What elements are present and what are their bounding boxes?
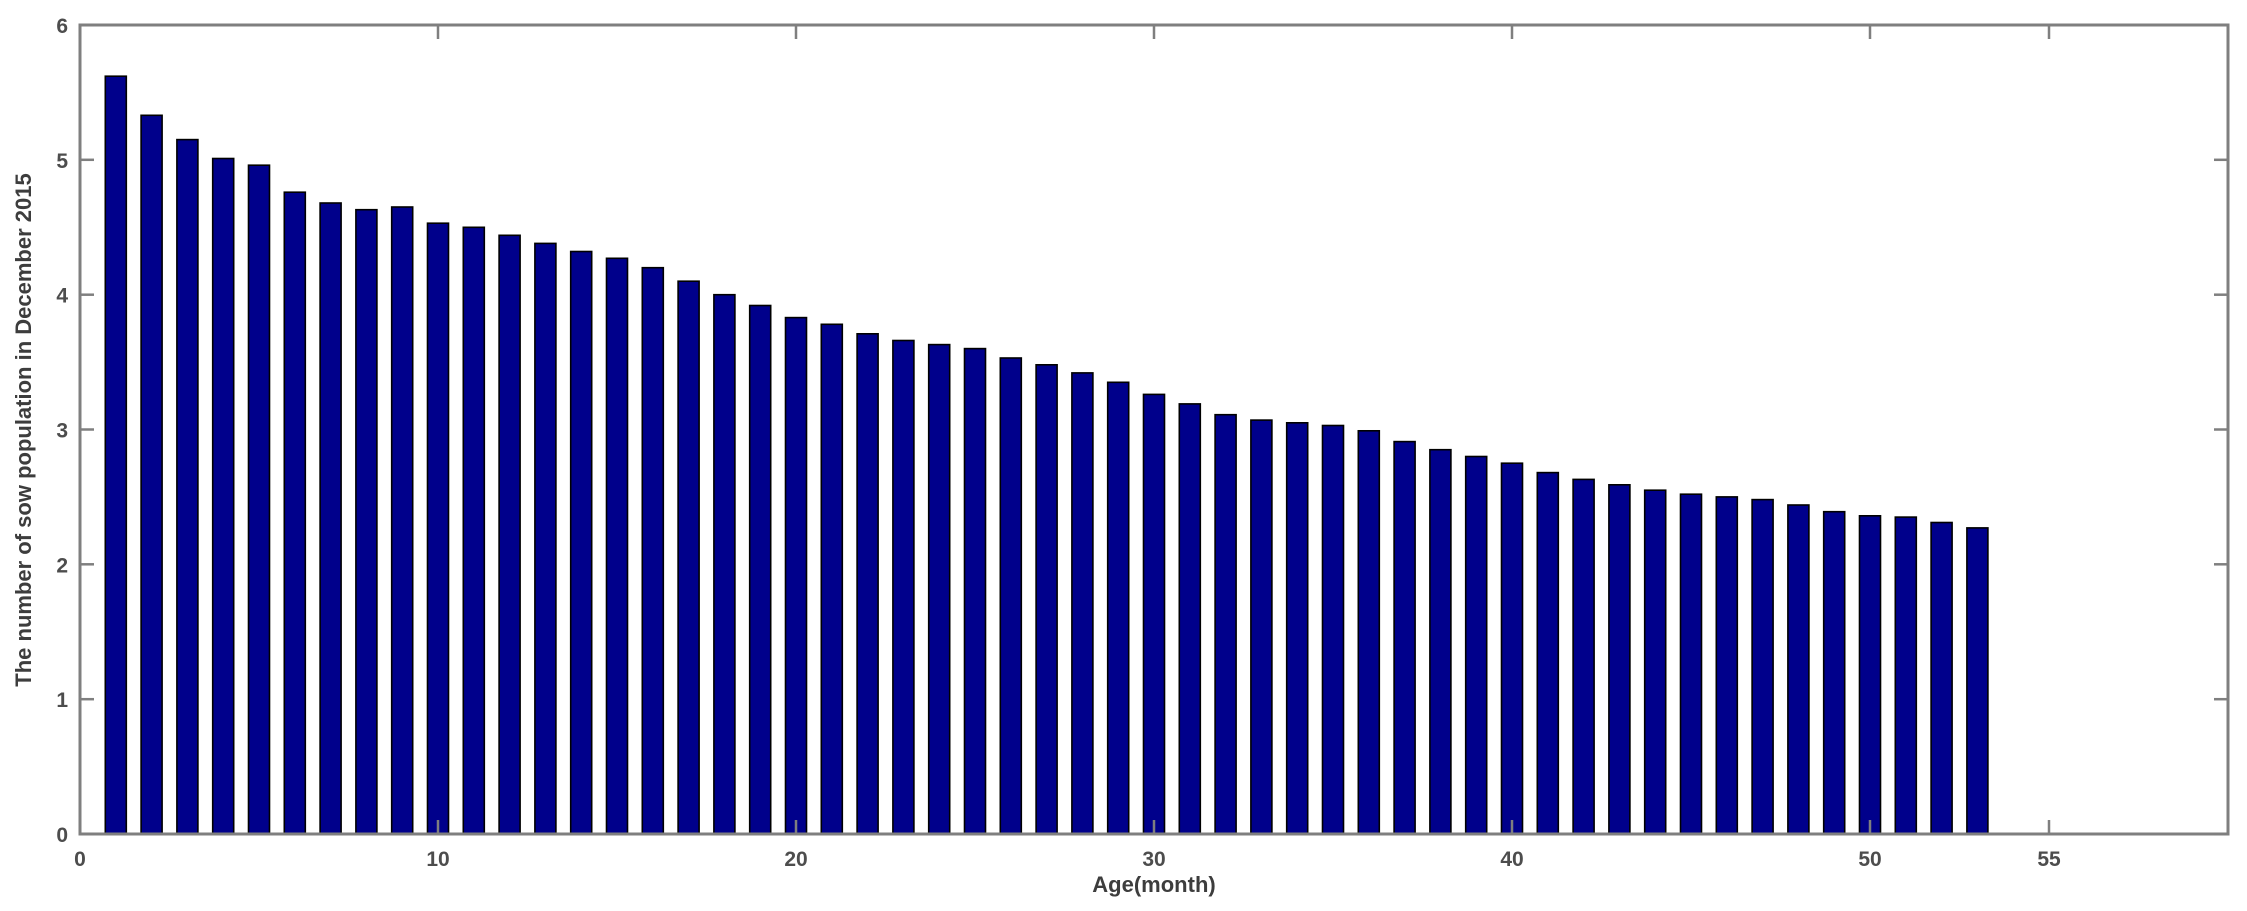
- bar-age-31: [1178, 403, 1202, 835]
- bar-age-3: [176, 138, 199, 835]
- bar-age-26: [999, 357, 1023, 835]
- y-tick-label-6: 6: [56, 15, 68, 38]
- x-tick-label-0: 0: [74, 848, 86, 871]
- bar-age-41: [1536, 471, 1560, 835]
- bar-age-32: [1214, 413, 1237, 835]
- y-tick-label-5: 5: [56, 150, 68, 173]
- bar-age-19: [748, 304, 772, 835]
- bar-age-17: [677, 280, 700, 835]
- y-axis-label: The number of sow population in December…: [11, 173, 36, 687]
- bar-age-14: [569, 250, 593, 835]
- bar-age-9: [390, 206, 414, 835]
- bar-age-42: [1572, 478, 1595, 835]
- bar-age-34: [1285, 421, 1309, 835]
- bar-age-10: [426, 222, 450, 835]
- bar-age-15: [605, 257, 629, 835]
- bar-age-46: [1715, 496, 1739, 835]
- bar-age-5: [247, 164, 271, 835]
- bar-age-6: [283, 191, 307, 835]
- bar-age-49: [1822, 510, 1846, 835]
- bar-age-1: [104, 75, 128, 835]
- bar-age-2: [140, 114, 163, 835]
- bar-age-11: [462, 226, 486, 835]
- bar-age-47: [1751, 498, 1774, 835]
- y-tick-label-4: 4: [56, 285, 68, 308]
- bar-age-27: [1035, 363, 1058, 835]
- bar-age-22: [856, 332, 879, 835]
- y-tick-label-1: 1: [56, 689, 68, 712]
- bar-age-52: [1930, 521, 1953, 835]
- x-tick-label-30: 30: [1142, 848, 1165, 871]
- y-tick-label-0: 0: [56, 824, 68, 847]
- bar-age-36: [1357, 429, 1381, 835]
- bar-age-4: [211, 157, 235, 835]
- bar-age-30: [1142, 393, 1166, 835]
- bar-age-53: [1966, 527, 1989, 835]
- bar-age-45: [1679, 493, 1703, 835]
- x-tick-label-40: 40: [1500, 848, 1523, 871]
- bar-age-7: [319, 202, 342, 835]
- bar-age-37: [1393, 440, 1416, 835]
- bar-age-35: [1321, 424, 1345, 835]
- bar-age-28: [1071, 372, 1094, 835]
- y-tick-label-3: 3: [56, 420, 68, 443]
- y-tick-label-2: 2: [56, 554, 68, 577]
- x-tick-label-50: 50: [1858, 848, 1881, 871]
- bar-age-51: [1894, 516, 1918, 835]
- bar-age-29: [1106, 381, 1130, 835]
- bar-age-12: [498, 234, 521, 835]
- bar-age-44: [1643, 489, 1667, 835]
- x-tick-label-10: 10: [426, 848, 449, 871]
- bar-age-21: [820, 323, 844, 835]
- x-tick-label-55: 55: [2037, 848, 2061, 871]
- x-axis-label: Age(month): [1092, 872, 1216, 897]
- bar-age-43: [1608, 483, 1631, 835]
- bar-age-23: [892, 339, 915, 835]
- bar-age-20: [784, 316, 808, 835]
- bar-age-13: [534, 242, 557, 835]
- bar-age-25: [963, 347, 987, 835]
- bar-age-16: [641, 266, 665, 835]
- bar-age-50: [1858, 514, 1882, 835]
- x-tick-label-20: 20: [784, 848, 807, 871]
- bar-age-24: [927, 343, 951, 835]
- bar-age-18: [713, 293, 736, 835]
- bar-age-39: [1464, 455, 1488, 835]
- bar-age-8: [355, 208, 378, 835]
- bar-age-33: [1250, 419, 1273, 835]
- bar-age-40: [1500, 462, 1524, 835]
- bar-age-48: [1787, 504, 1810, 835]
- bar-age-38: [1429, 448, 1452, 835]
